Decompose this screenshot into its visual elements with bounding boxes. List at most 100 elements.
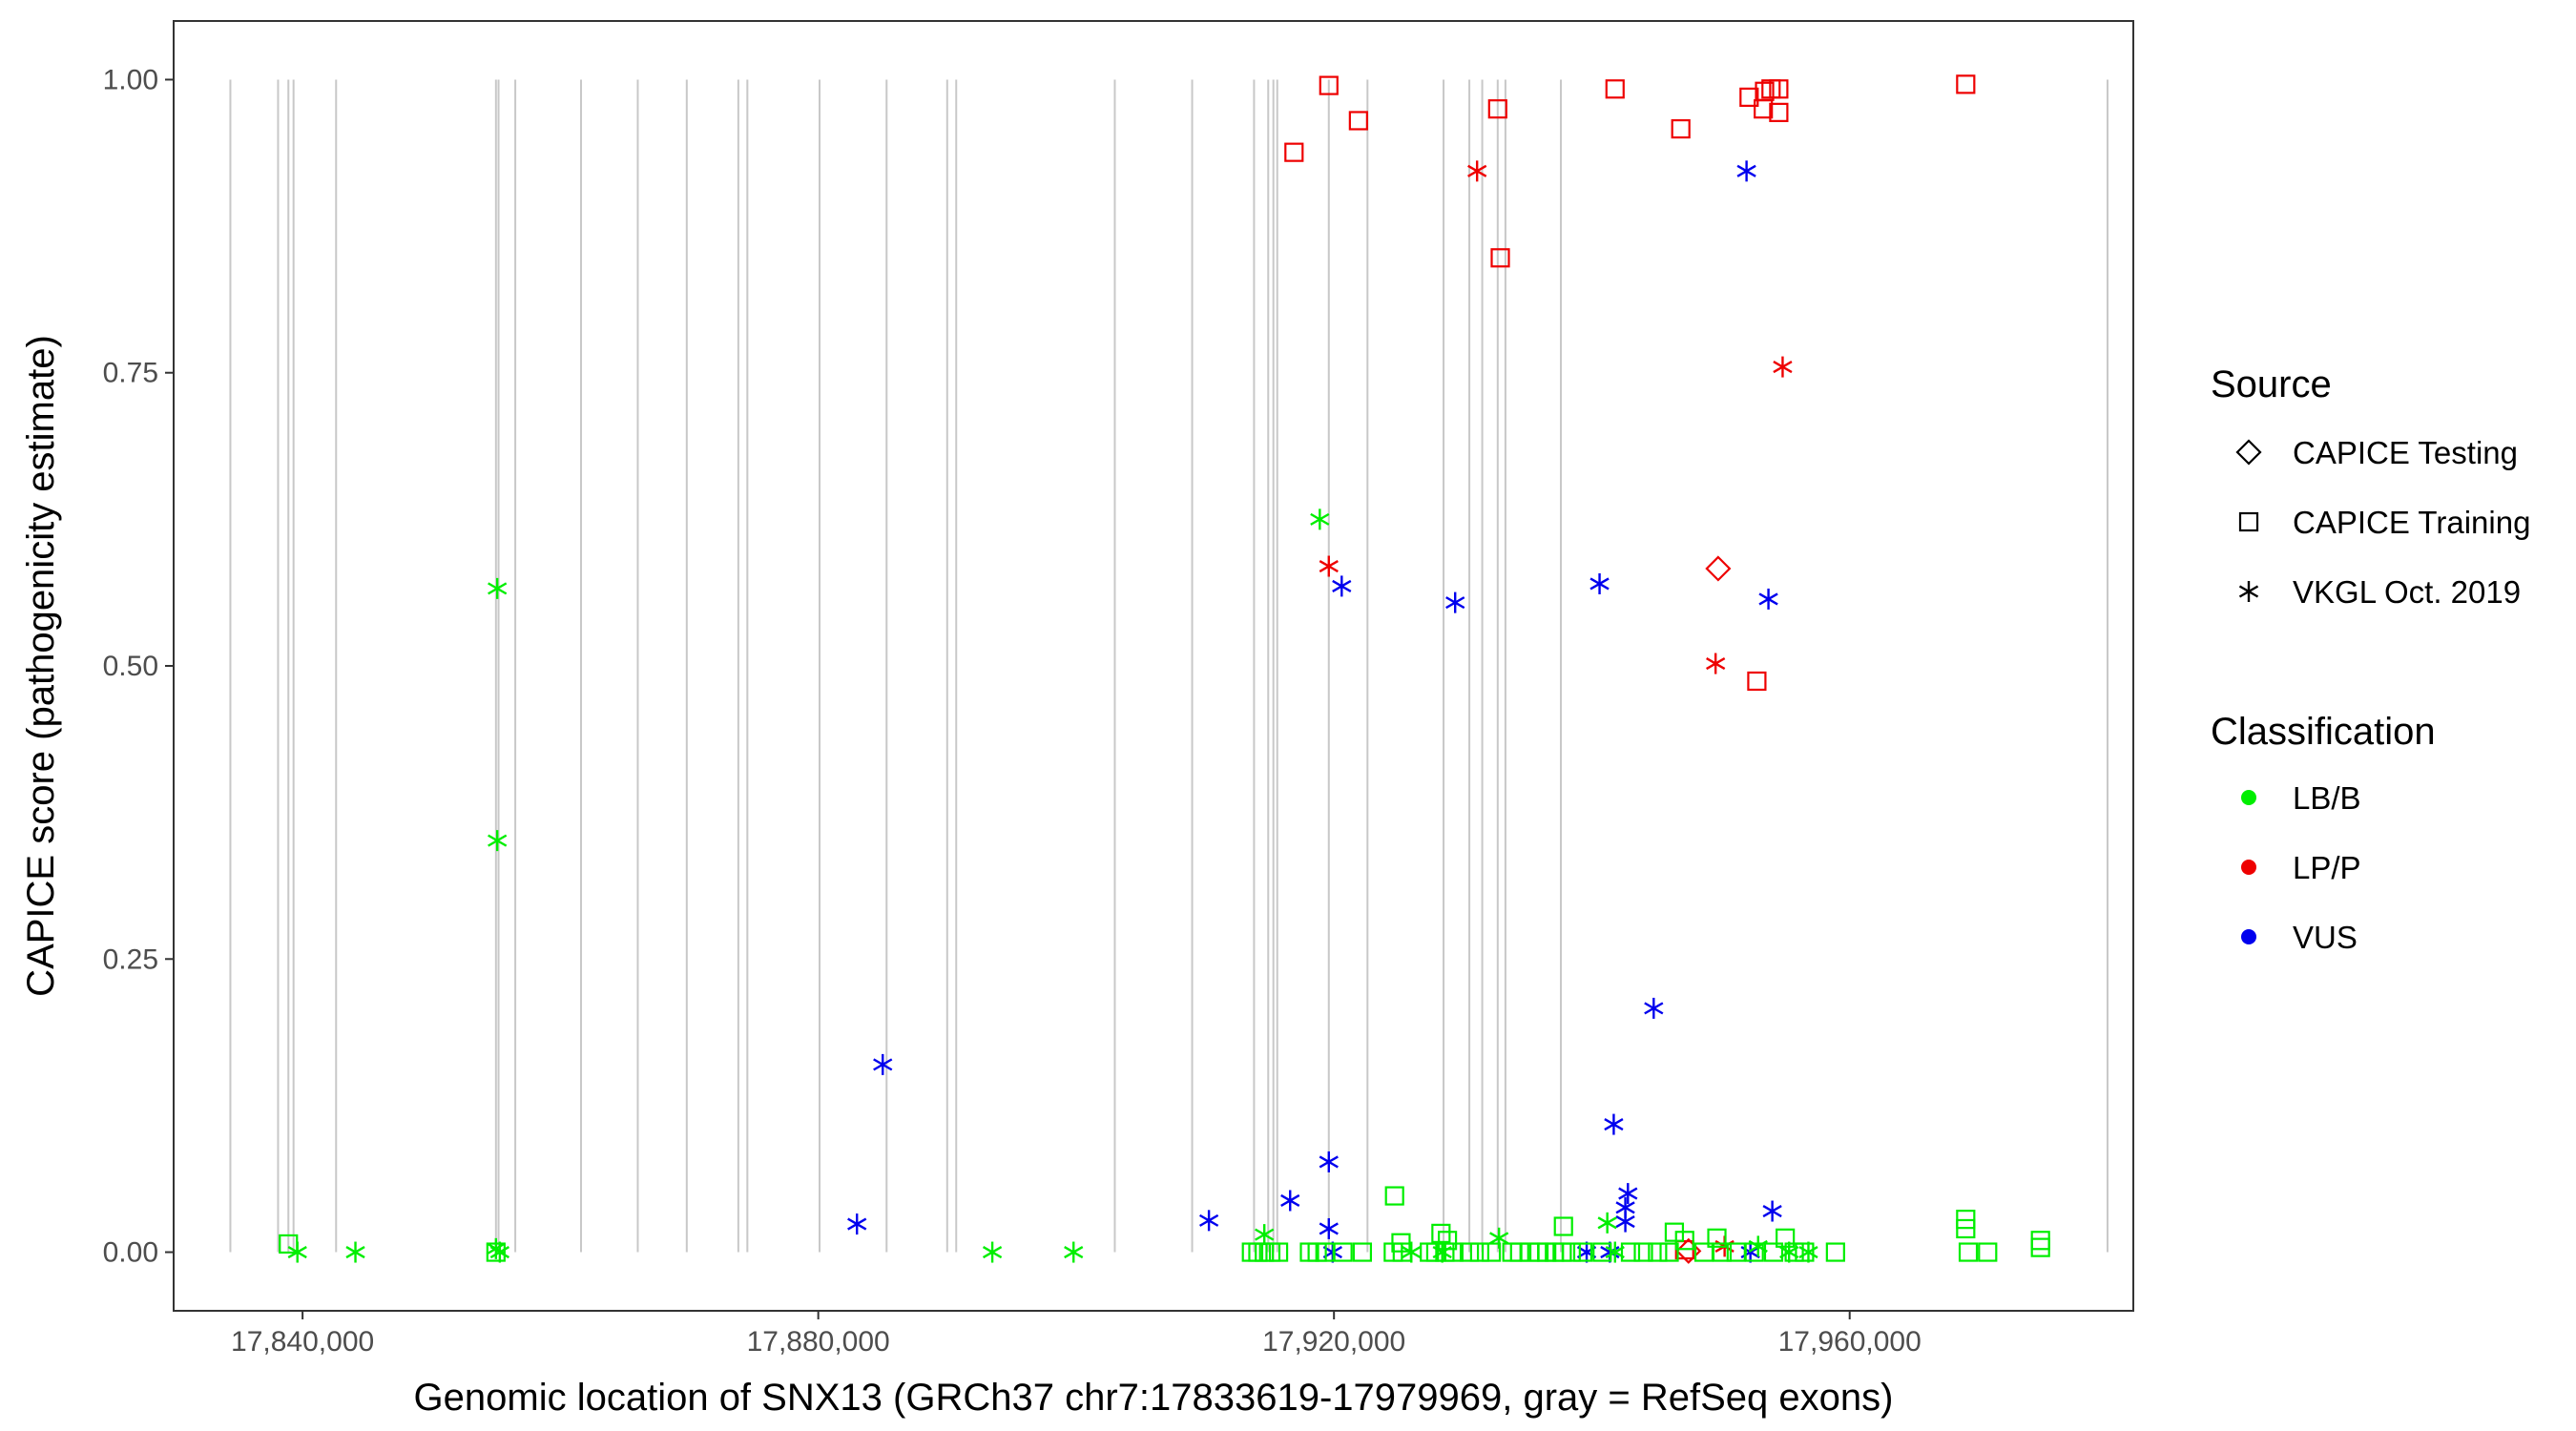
legend-source-label: VKGL Oct. 2019 bbox=[2293, 574, 2521, 610]
data-point-vus-asterisk bbox=[1445, 591, 1465, 613]
data-point-vus-asterisk bbox=[1618, 1183, 1638, 1205]
data-point-vus-asterisk bbox=[1644, 997, 1664, 1019]
data-point-lpp-asterisk bbox=[1319, 555, 1339, 577]
data-point-vus-asterisk bbox=[1589, 572, 1610, 594]
data-point-lbb-asterisk bbox=[489, 1241, 510, 1263]
data-point-lbb-asterisk bbox=[1064, 1241, 1084, 1263]
legend-key-dot bbox=[2241, 929, 2256, 944]
legend-class-label: VUS bbox=[2293, 920, 2358, 955]
data-point-lbb-square bbox=[1509, 1242, 1529, 1262]
data-point-lpp-square bbox=[1769, 79, 1789, 99]
x-tick-label: 17,880,000 bbox=[747, 1326, 890, 1358]
data-point-lbb-square bbox=[1712, 1242, 1733, 1262]
data-point-lbb-square bbox=[1659, 1242, 1679, 1262]
data-point-lbb-square bbox=[1384, 1186, 1404, 1206]
axes: 17,840,000 17,880,000 17,920,000 17,960,000… bbox=[103, 64, 1922, 1358]
data-point-vus-asterisk bbox=[1762, 1200, 1782, 1222]
data-point-vus-asterisk bbox=[1198, 1210, 1219, 1232]
data-point-lbb-square bbox=[279, 1234, 299, 1255]
data-point-lbb-square bbox=[1633, 1242, 1653, 1262]
data-point-lbb-asterisk bbox=[982, 1241, 1003, 1263]
x-tick-label: 17,920,000 bbox=[1262, 1326, 1405, 1358]
data-point-lbb-square bbox=[1795, 1242, 1815, 1262]
data-point-lpp-square bbox=[1284, 142, 1304, 162]
data-point-lpp-square bbox=[1769, 102, 1789, 122]
data-point-lbb-square bbox=[1572, 1242, 1593, 1262]
data-point-lbb-asterisk bbox=[1597, 1212, 1617, 1234]
data-point-lpp-diamond bbox=[1705, 555, 1732, 582]
data-point-lpp-square bbox=[1490, 248, 1510, 268]
legend-classification-title: Classification bbox=[2211, 711, 2436, 753]
legend-key-square bbox=[2238, 511, 2259, 532]
legend-key-diamond bbox=[2235, 439, 2262, 466]
data-point-lpp-asterisk bbox=[1706, 653, 1726, 674]
data-point-vus-asterisk bbox=[1332, 575, 1352, 597]
legend-source-label: CAPICE Testing bbox=[2293, 435, 2518, 470]
data-point-vus-asterisk bbox=[1319, 1217, 1339, 1239]
data-point-lpp-square bbox=[1739, 87, 1759, 107]
legend-key-dot bbox=[2241, 860, 2256, 875]
data-point-lbb-square bbox=[1825, 1242, 1845, 1262]
data-point-lpp-asterisk bbox=[1467, 160, 1487, 182]
data-point-lbb-square bbox=[1784, 1242, 1804, 1262]
data-point-vus-asterisk bbox=[1604, 1113, 1624, 1135]
data-point-vus-asterisk bbox=[873, 1053, 893, 1075]
data-points bbox=[279, 74, 2050, 1264]
y-tick-label: 0.00 bbox=[103, 1237, 158, 1269]
data-point-lbb-square bbox=[1956, 1218, 1976, 1239]
data-point-lbb-asterisk bbox=[345, 1241, 365, 1263]
legend-class-label: LB/B bbox=[2293, 780, 2361, 816]
legend-key-asterisk bbox=[2238, 581, 2259, 602]
data-point-lbb-square bbox=[1333, 1242, 1353, 1262]
data-point-lpp-square bbox=[1747, 671, 1767, 692]
legend-source-title: Source bbox=[2211, 363, 2332, 405]
data-point-lbb-square bbox=[1459, 1242, 1480, 1262]
data-point-lpp-square bbox=[1671, 118, 1691, 139]
data-point-lbb-asterisk bbox=[488, 830, 508, 852]
data-point-lbb-square bbox=[1268, 1242, 1289, 1262]
data-point-lbb-square bbox=[1744, 1242, 1764, 1262]
data-point-lbb-square bbox=[1958, 1242, 1979, 1262]
data-point-lbb-square bbox=[1444, 1242, 1464, 1262]
data-point-lbb-square bbox=[1352, 1242, 1373, 1262]
data-point-lbb-square bbox=[1763, 1242, 1784, 1262]
data-point-lbb-square bbox=[1469, 1242, 1489, 1262]
data-point-vus-asterisk bbox=[847, 1213, 867, 1235]
data-point-vus-asterisk bbox=[1615, 1211, 1635, 1233]
y-tick-label: 1.00 bbox=[103, 64, 158, 95]
data-point-vus-asterisk bbox=[1758, 588, 1778, 610]
data-point-lbb-square bbox=[1481, 1242, 1502, 1262]
data-point-lbb-square bbox=[486, 1242, 506, 1262]
x-tick-label: 17,960,000 bbox=[1778, 1326, 1922, 1358]
data-point-lbb-square bbox=[1707, 1228, 1727, 1248]
data-point-lbb-square bbox=[1592, 1242, 1612, 1262]
y-tick-label: 0.25 bbox=[103, 944, 158, 975]
data-point-lbb-asterisk bbox=[1310, 508, 1330, 530]
data-point-vus-asterisk bbox=[1280, 1190, 1300, 1212]
data-point-lbb-square bbox=[1431, 1223, 1451, 1243]
data-point-lbb-square bbox=[1978, 1242, 1998, 1262]
legend-class-label: LP/P bbox=[2293, 850, 2361, 885]
data-point-lbb-square bbox=[2030, 1237, 2050, 1257]
data-point-vus-asterisk bbox=[1736, 160, 1756, 182]
data-point-lbb-asterisk bbox=[1255, 1224, 1275, 1246]
data-point-vus-asterisk bbox=[1319, 1151, 1339, 1172]
data-point-lbb-square bbox=[1561, 1242, 1581, 1262]
data-point-lbb-square bbox=[1437, 1231, 1458, 1251]
data-point-lpp-square bbox=[1319, 75, 1339, 95]
legend-key-dot bbox=[2241, 790, 2256, 805]
data-point-lbb-square bbox=[1648, 1242, 1668, 1262]
data-point-lpp-square bbox=[1754, 99, 1774, 119]
y-axis-title: CAPICE score (pathogenicity estimate) bbox=[20, 335, 62, 997]
y-tick-label: 0.50 bbox=[103, 651, 158, 682]
data-point-lpp-square bbox=[1956, 74, 1976, 94]
data-point-lbb-asterisk bbox=[488, 577, 508, 599]
data-point-lbb-square bbox=[1620, 1242, 1641, 1262]
data-point-lpp-asterisk bbox=[1773, 356, 1793, 378]
y-tick-label: 0.75 bbox=[103, 358, 158, 389]
data-point-lpp-square bbox=[1605, 79, 1625, 99]
data-point-lbb-square bbox=[1392, 1242, 1412, 1262]
data-point-lpp-square bbox=[1487, 99, 1507, 119]
